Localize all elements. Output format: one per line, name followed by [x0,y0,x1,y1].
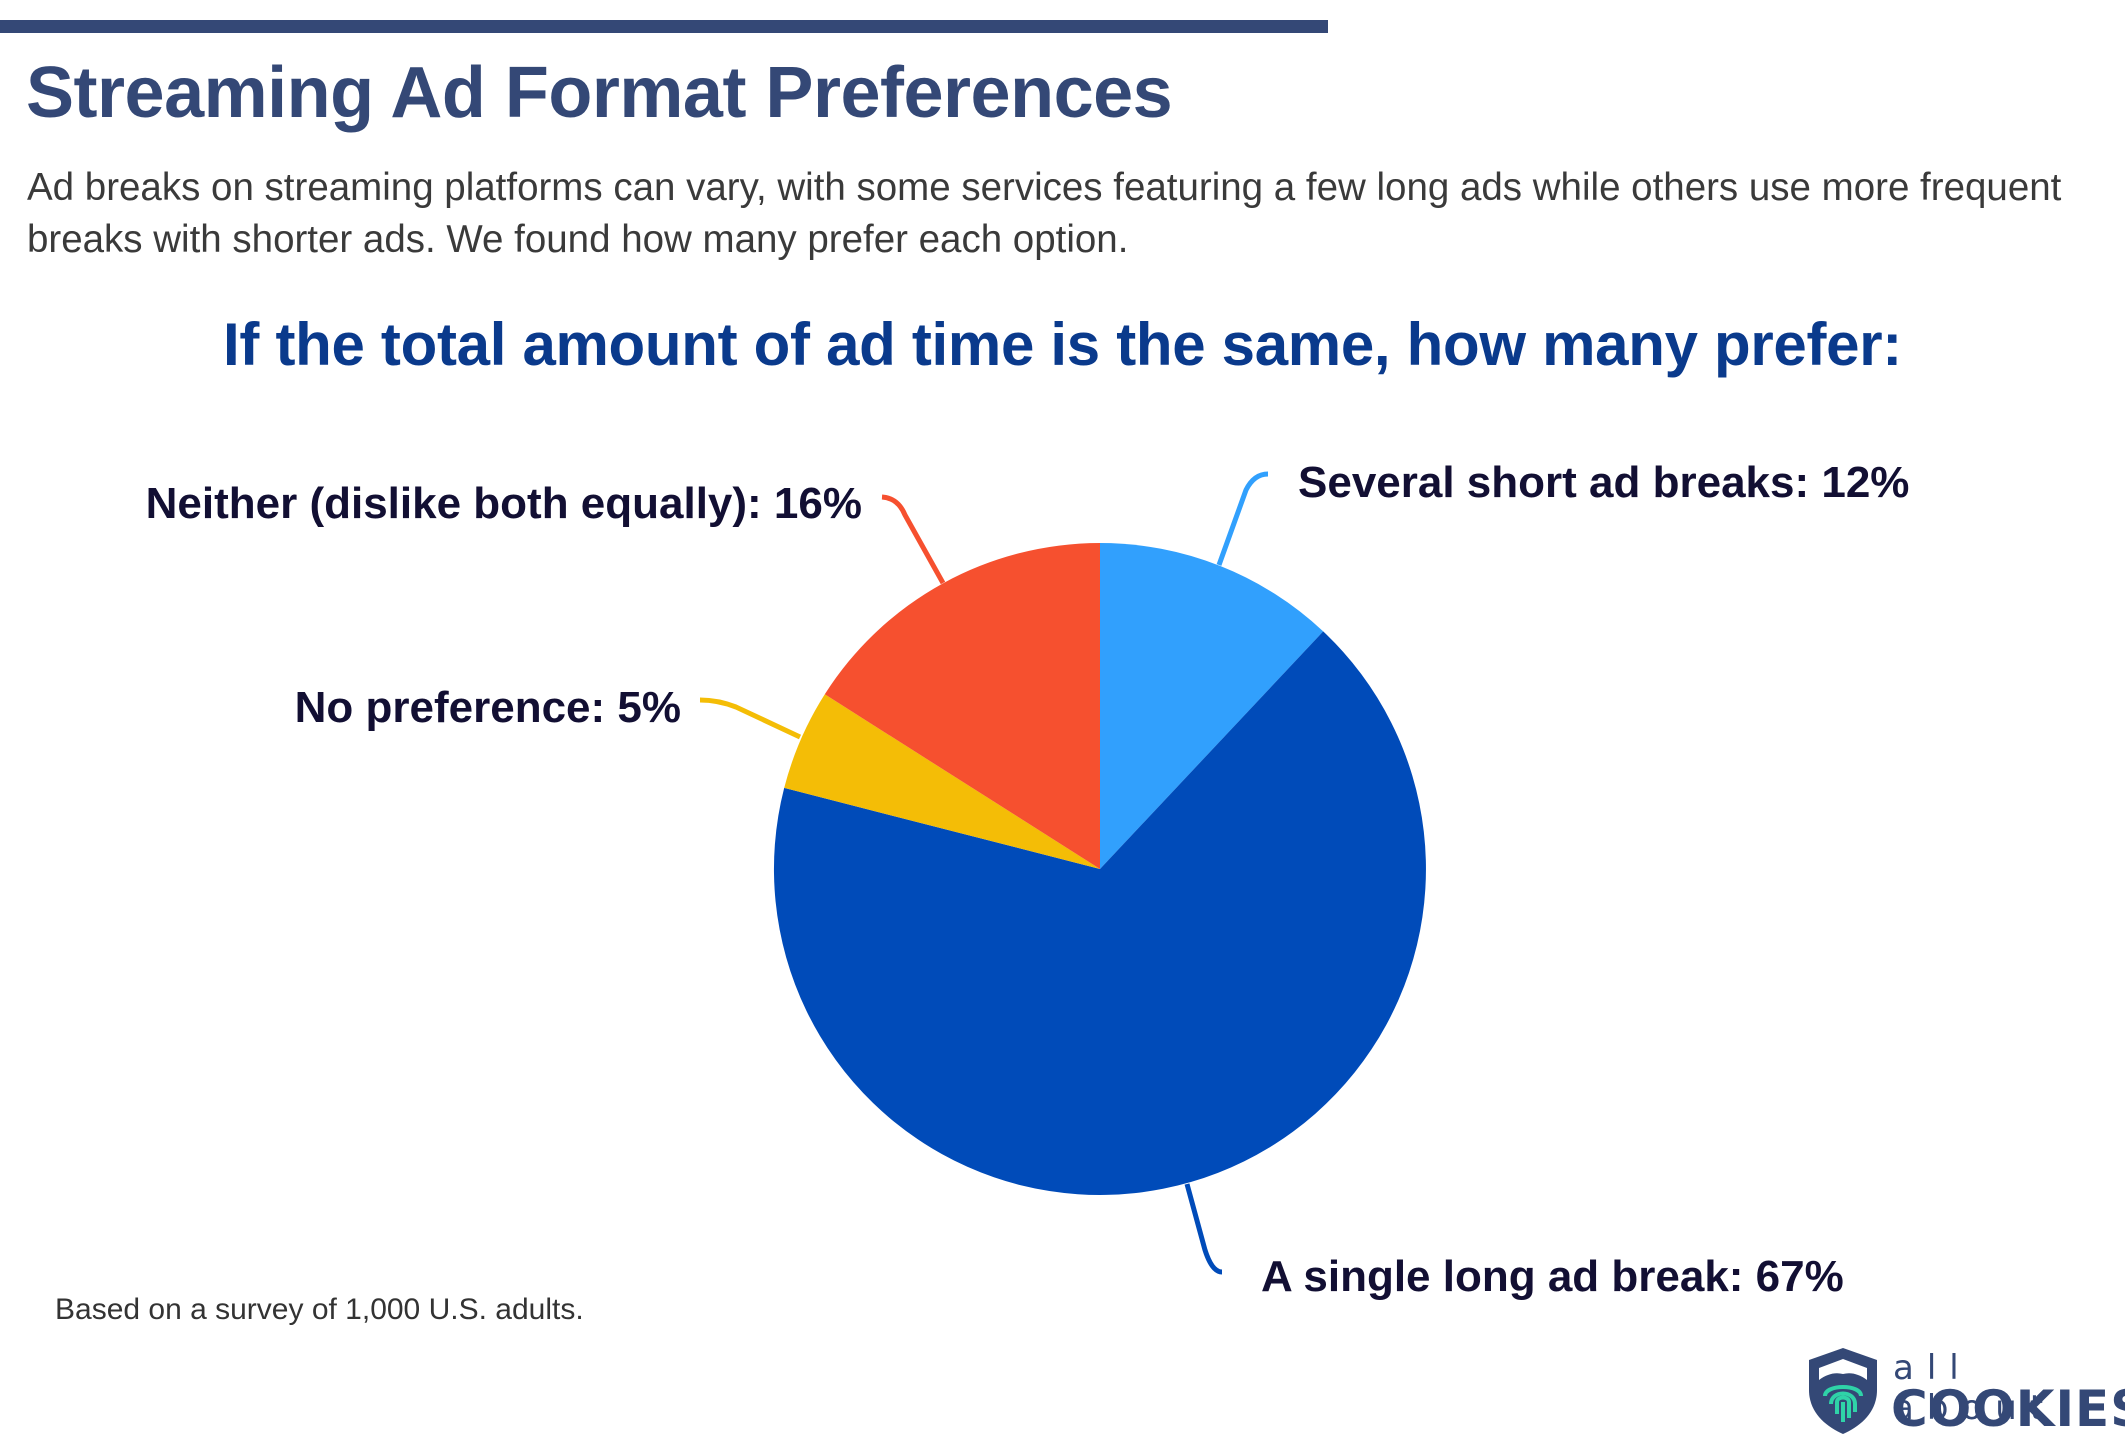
slice-several-short [1100,543,1324,869]
chart-question: If the total amount of ad time is the sa… [223,311,1902,378]
logo-text-top: all about [1893,1348,2057,1428]
leader-line-neither [881,494,946,585]
label-neither: Neither (dislike both equally): 16% [145,479,862,528]
top-accent-bar [0,20,1328,33]
page-subtitle: Ad breaks on streaming platforms can var… [27,166,2062,261]
leader-line-long [1184,1183,1223,1275]
slice-no-preference [784,694,1100,869]
page-title: Streaming Ad Format Preferences [26,53,1173,133]
label-several-short: Several short ad breaks: 12% [1298,458,1910,507]
slice-single-long [773,631,1426,1195]
leader-line-nopref [699,697,802,740]
label-single-long: A single long ad break: 67% [1261,1252,1844,1301]
slice-neither [824,543,1100,869]
survey-footnote: Based on a survey of 1,000 U.S. adults. [55,1293,584,1326]
label-no-preference: No preference: 5% [294,683,681,732]
shield-fingerprint-icon [1809,1348,1877,1434]
leader-line-short [1216,471,1269,566]
all-about-cookies-logo: all about COOKIES [1803,1348,2125,1442]
logo-text-bottom: COOKIES [1891,1380,2125,1438]
